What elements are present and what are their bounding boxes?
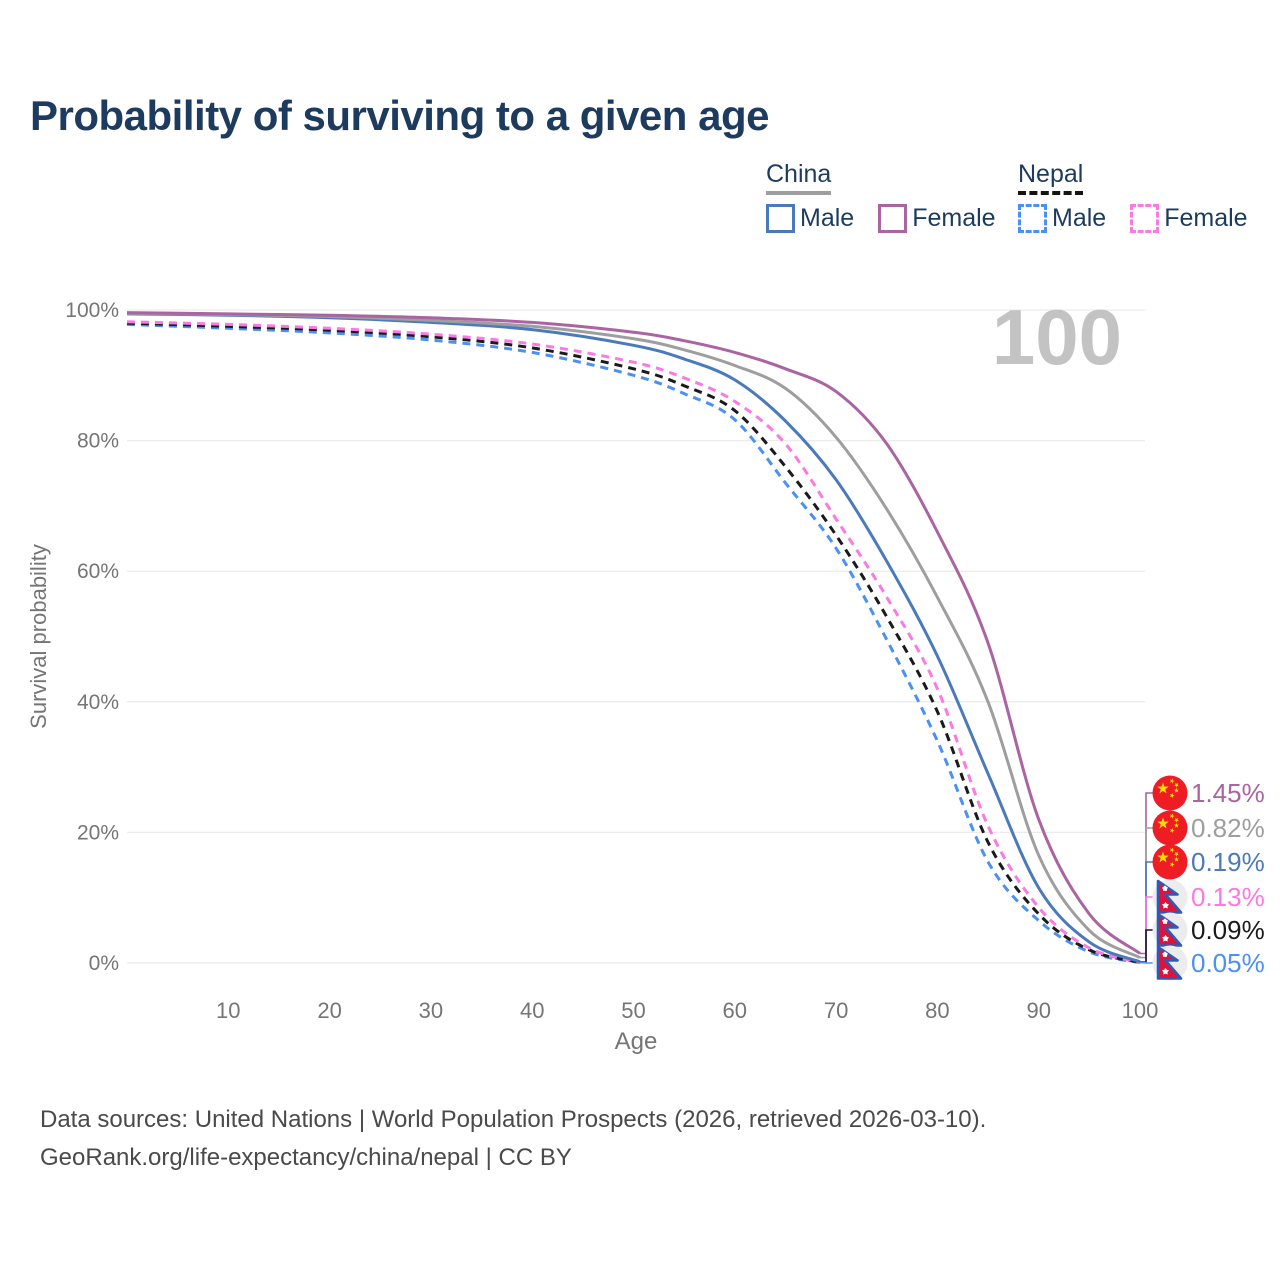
nepal-flag-icon xyxy=(1151,878,1189,916)
legend-item-nepal-male[interactable]: Male xyxy=(1018,204,1106,233)
nepal-flag-icon xyxy=(1151,944,1189,982)
x-tick-label: 80 xyxy=(925,998,949,1023)
legend-item-china-male[interactable]: Male xyxy=(766,204,854,233)
end-value-label: 0.09% xyxy=(1191,915,1265,945)
legend-label: Female xyxy=(912,204,996,232)
legend-item-nepal-female[interactable]: Female xyxy=(1130,204,1248,233)
footer-data-sources: Data sources: United Nations | World Pop… xyxy=(40,1106,987,1133)
china-flag-icon xyxy=(1152,810,1188,846)
end-value-label: 0.82% xyxy=(1191,813,1265,843)
legend-header-nepal[interactable]: Nepal xyxy=(1018,160,1084,195)
china-flag-icon xyxy=(1152,844,1188,880)
y-tick-label: 80% xyxy=(77,430,119,453)
x-tick-label: 90 xyxy=(1026,998,1050,1023)
curve-nepal-male xyxy=(126,322,1141,965)
legend-item-china-female[interactable]: Female xyxy=(878,204,996,233)
x-tick-label: 50 xyxy=(621,998,645,1023)
curve-china-all xyxy=(126,311,1141,959)
end-value-label: 0.13% xyxy=(1191,882,1265,912)
nepal-male-swatch-icon xyxy=(1018,204,1047,233)
page-title: Probability of surviving to a given age xyxy=(30,92,769,139)
curve-china-female xyxy=(126,311,1141,955)
curve-nepal-all xyxy=(126,321,1141,964)
china-flag-icon xyxy=(1152,775,1188,811)
legend-label: Male xyxy=(800,204,855,232)
nepal-flag-icon xyxy=(1151,911,1189,949)
legend-group-nepal: Nepal Male Female xyxy=(1018,160,1248,233)
x-axis-title: Age xyxy=(615,1028,658,1055)
y-tick-label: 20% xyxy=(77,821,119,844)
y-tick-label: 60% xyxy=(77,560,119,583)
china-male-swatch-icon xyxy=(766,204,795,233)
legend-label: Male xyxy=(1052,204,1107,232)
nepal-female-swatch-icon xyxy=(1130,204,1160,233)
y-tick-label: 0% xyxy=(89,952,119,975)
y-tick-label: 100% xyxy=(65,299,119,322)
x-tick-label: 30 xyxy=(419,998,443,1023)
legend-header-china[interactable]: China xyxy=(766,160,832,195)
age-watermark: 100 xyxy=(992,293,1122,381)
curve-nepal-female xyxy=(126,320,1141,964)
end-value-label: 1.45% xyxy=(1191,778,1265,808)
footer-attribution: GeoRank.org/life-expectancy/china/nepal … xyxy=(40,1144,572,1171)
x-tick-label: 70 xyxy=(824,998,848,1023)
y-tick-label: 40% xyxy=(77,691,119,714)
legend-label: Female xyxy=(1164,204,1248,232)
x-tick-label: 60 xyxy=(723,998,747,1023)
x-tick-label: 20 xyxy=(317,998,341,1023)
legend-group-china: China Male Female xyxy=(766,160,996,233)
x-tick-label: 40 xyxy=(520,998,544,1023)
x-tick-label: 10 xyxy=(216,998,240,1023)
end-value-label: 0.05% xyxy=(1191,948,1265,978)
end-value-label: 0.19% xyxy=(1191,847,1265,877)
y-axis-title: Survival probability xyxy=(26,544,51,729)
china-female-swatch-icon xyxy=(878,204,908,233)
x-tick-label: 100 xyxy=(1122,998,1159,1023)
